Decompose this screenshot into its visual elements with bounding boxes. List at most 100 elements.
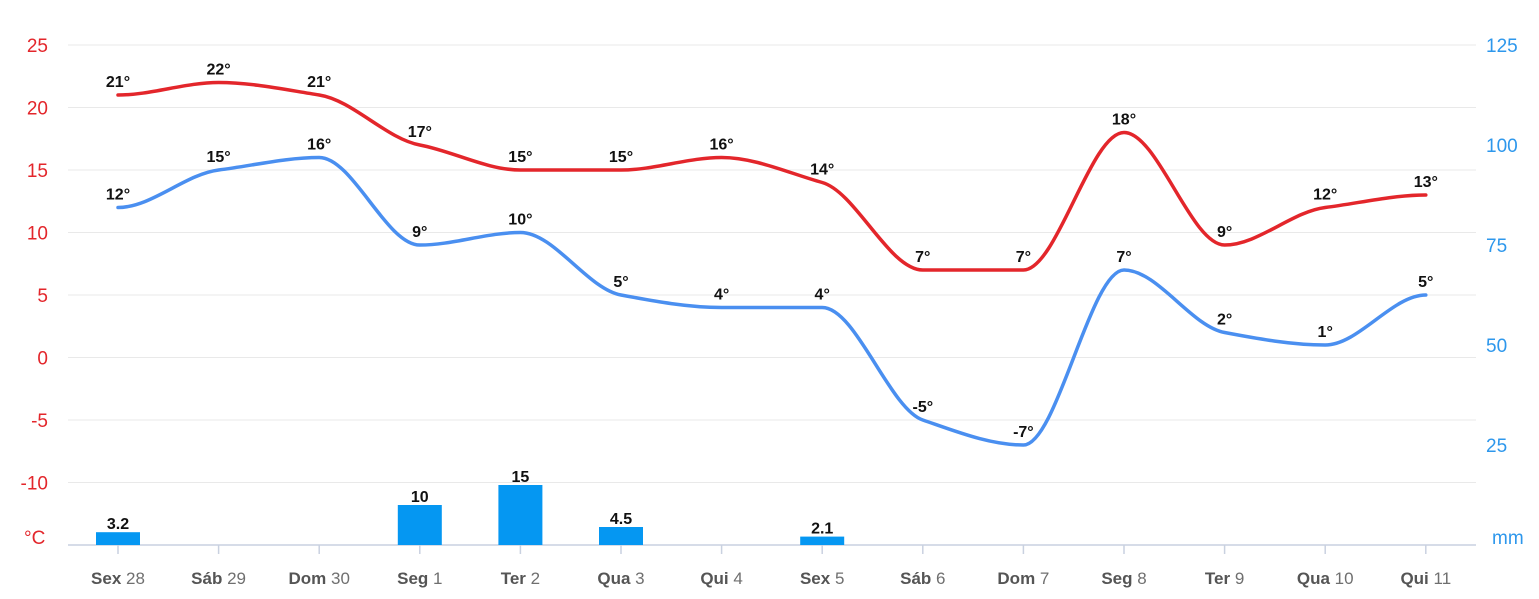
precip-label: 4.5 bbox=[610, 511, 632, 528]
x-label-date: 9 bbox=[1230, 569, 1244, 588]
x-axis-label: Sáb 6 bbox=[900, 569, 945, 588]
x-axis-label: Seg 8 bbox=[1101, 569, 1146, 588]
x-label-date: 2 bbox=[526, 569, 540, 588]
temperature-label: 12° bbox=[1313, 187, 1337, 204]
temperature-lines bbox=[116, 80, 1428, 447]
x-label-day: Qua bbox=[1297, 569, 1331, 588]
temperature-label: 22° bbox=[206, 62, 230, 79]
x-label-date: 8 bbox=[1133, 569, 1147, 588]
temperature-label: 16° bbox=[307, 137, 331, 154]
y-right-tick-label: 25 bbox=[1486, 436, 1507, 457]
x-axis-label: Dom 30 bbox=[288, 569, 349, 588]
x-label-date: 4 bbox=[729, 569, 743, 588]
temperature-label: -7° bbox=[1013, 424, 1034, 441]
x-axis-label: Qua 3 bbox=[597, 569, 644, 588]
temperature-label: 5° bbox=[1418, 274, 1433, 291]
y-right-tick-label: 75 bbox=[1486, 236, 1507, 257]
x-label-date: 5 bbox=[830, 569, 844, 588]
precip-bar bbox=[498, 485, 543, 545]
x-label-day: Qua bbox=[597, 569, 631, 588]
x-label-day: Ter bbox=[501, 569, 527, 588]
x-label-date: 3 bbox=[630, 569, 644, 588]
x-label-day: Qui bbox=[700, 569, 728, 588]
y-left-tick-label: 25 bbox=[27, 36, 48, 57]
x-label-day: Sáb bbox=[900, 569, 931, 588]
precip-label: 3.2 bbox=[107, 516, 129, 533]
temperature-label: 17° bbox=[408, 124, 432, 141]
temperature-label: 15° bbox=[206, 149, 230, 166]
x-axis-label: Qui 4 bbox=[700, 569, 743, 588]
y-left-tick-label: 5 bbox=[37, 286, 48, 307]
x-axis-label: Ter 2 bbox=[501, 569, 540, 588]
temperature-label: 15° bbox=[508, 149, 532, 166]
x-label-day: Seg bbox=[397, 569, 428, 588]
temperature-label: 7° bbox=[915, 249, 930, 266]
temperature-label: 14° bbox=[810, 162, 834, 179]
y-left-tick-label: 10 bbox=[27, 224, 48, 245]
x-axis-label: Dom 7 bbox=[997, 569, 1049, 588]
y-right-tick-label: 125 bbox=[1486, 36, 1518, 57]
precip-label: 15 bbox=[512, 469, 530, 486]
x-label-day: Qui bbox=[1400, 569, 1428, 588]
x-label-date: 1 bbox=[428, 569, 442, 588]
temperature-line-0 bbox=[116, 80, 1428, 272]
x-label-day: Dom bbox=[997, 569, 1035, 588]
temperature-label: 4° bbox=[714, 287, 729, 304]
y-left-tick-label: -10 bbox=[21, 474, 48, 495]
x-label-day: Sex bbox=[91, 569, 122, 588]
grid-lines bbox=[68, 44, 1476, 554]
x-label-day: Seg bbox=[1101, 569, 1132, 588]
x-axis-label: Sáb 29 bbox=[191, 569, 246, 588]
y-left-tick-label: 0 bbox=[37, 349, 48, 370]
y-right-unit: mm bbox=[1492, 528, 1524, 549]
x-label-day: Sáb bbox=[191, 569, 222, 588]
x-label-day: Dom bbox=[288, 569, 326, 588]
temperature-label: 16° bbox=[709, 137, 733, 154]
temperature-label: 18° bbox=[1112, 112, 1136, 129]
x-label-date: 29 bbox=[222, 569, 246, 588]
x-label-day: Sex bbox=[800, 569, 831, 588]
precip-bar bbox=[800, 536, 845, 545]
x-label-date: 6 bbox=[931, 569, 945, 588]
data-labels: 3.2 10 15 4.5 2.1 21° 22° 21° 17° 15° 15° 16° 14° 7° 7… bbox=[106, 62, 1438, 538]
precipitation-bars bbox=[96, 485, 845, 545]
x-label-day: Ter bbox=[1205, 569, 1231, 588]
y-right-tick-label: 100 bbox=[1486, 136, 1518, 157]
temperature-label: 13° bbox=[1414, 174, 1438, 191]
x-axis-label: Sex 5 bbox=[800, 569, 844, 588]
temperature-label: 10° bbox=[508, 212, 532, 229]
y-left-tick-label: 20 bbox=[27, 99, 48, 120]
x-label-date: 28 bbox=[121, 569, 145, 588]
precip-label: 2.1 bbox=[811, 521, 833, 538]
temperature-label: 9° bbox=[1217, 224, 1232, 241]
temperature-label: 7° bbox=[1116, 249, 1131, 266]
y-left-tick-label: 15 bbox=[27, 161, 48, 182]
temperature-label: -5° bbox=[912, 399, 933, 416]
precip-bar bbox=[96, 532, 140, 545]
x-label-date: 7 bbox=[1035, 569, 1049, 588]
temperature-line-1 bbox=[116, 155, 1428, 447]
x-axis-label: Sex 28 bbox=[91, 569, 145, 588]
temperature-label: 5° bbox=[613, 274, 628, 291]
temperature-label: 7° bbox=[1016, 249, 1031, 266]
x-axis-labels: Sex 28 Sáb 29 Dom 30 Seg 1 Ter 2 Qua 3 Qui 4 Se… bbox=[91, 569, 1451, 588]
x-label-date: 30 bbox=[326, 569, 350, 588]
precip-bar bbox=[599, 527, 643, 545]
temperature-label: 4° bbox=[815, 287, 830, 304]
y-left-unit: °C bbox=[24, 528, 45, 549]
temperature-label: 15° bbox=[609, 149, 633, 166]
temperature-label: 21° bbox=[307, 74, 331, 91]
precip-bar bbox=[397, 505, 442, 545]
x-axis-label: Seg 1 bbox=[397, 569, 442, 588]
x-axis-label: Qua 10 bbox=[1297, 569, 1354, 588]
x-axis-label: Qui 11 bbox=[1400, 569, 1451, 588]
x-label-date: 10 bbox=[1330, 569, 1354, 588]
y-right-tick-label: 50 bbox=[1486, 336, 1507, 357]
temperature-label: 1° bbox=[1318, 324, 1333, 341]
temperature-label: 9° bbox=[412, 224, 427, 241]
x-axis-label: Ter 9 bbox=[1205, 569, 1244, 588]
temperature-label: 12° bbox=[106, 187, 130, 204]
temperature-label: 21° bbox=[106, 74, 130, 91]
